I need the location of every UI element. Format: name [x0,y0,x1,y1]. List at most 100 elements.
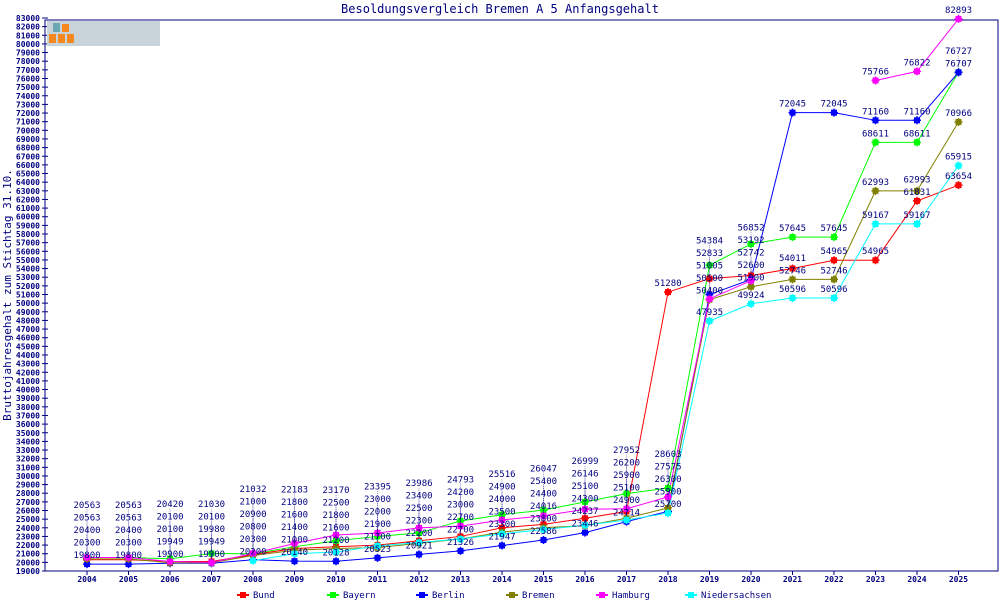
data-label: 21947 [488,533,515,543]
y-tick-label: 74000 [16,92,40,101]
y-tick-label: 29000 [16,481,40,490]
y-tick-label: 75000 [16,83,40,92]
y-tick-label: 45000 [16,342,40,351]
data-label: 54965 [862,247,889,257]
x-tick-label: 2019 [700,575,719,584]
data-label: 22700 [447,513,474,523]
data-point-cross [83,553,91,562]
x-tick-label: 2010 [326,575,345,584]
data-label: 24000 [488,495,515,505]
legend-label: Bund [253,591,275,600]
y-tick-label: 64000 [16,178,40,187]
data-label: 20300 [115,539,142,549]
data-point-cross [332,547,340,556]
legend-label: Berlin [432,591,465,600]
data-label: 22300 [405,516,432,526]
data-label: 26200 [613,459,640,469]
data-point-cross [913,116,921,125]
y-tick-label: 54000 [16,265,40,274]
legend-label: Niedersachsen [701,591,771,600]
data-label: 68611 [903,129,930,139]
y-tick-label: 70000 [16,126,40,135]
data-point-cross [705,294,714,303]
data-point-cross [913,186,921,195]
data-label: 70966 [945,109,972,119]
x-tick-label: 2013 [451,575,470,584]
legend-label: Bremen [522,591,555,600]
data-point-cross [539,536,548,545]
data-point-cross [871,219,880,228]
data-label: 53192 [737,236,764,246]
x-tick-label: 2024 [907,575,926,584]
data-point-cross [954,161,963,170]
y-tick-label: 57000 [16,239,40,248]
data-label: 22200 [405,529,432,539]
data-label: 21800 [281,498,308,508]
data-label: 19900 [198,550,225,560]
data-label: 72045 [779,100,806,110]
data-point-cross [332,557,340,566]
data-label: 25100 [613,484,640,494]
data-label: 22700 [447,525,474,535]
data-label: 22183 [281,486,308,496]
y-tick-label: 53000 [16,273,40,282]
data-point-cross [830,256,838,265]
data-label: 20800 [239,523,266,533]
data-label: 22500 [405,504,432,514]
x-tick-label: 2022 [824,575,843,584]
data-label: 20100 [156,513,183,523]
data-point-cross [456,546,465,555]
plot-frame [44,19,999,572]
data-point-cross [290,549,299,558]
data-label: 24900 [613,496,640,506]
y-tick-label: 76000 [16,74,40,83]
data-label: 68611 [862,129,889,139]
data-label: 21800 [322,511,349,521]
data-point-cross [788,293,797,302]
data-label: 51280 [654,279,681,289]
y-tick-label: 77000 [16,66,40,75]
data-label: 25100 [571,482,598,492]
data-point-cross [830,293,838,302]
series-line-bayern [87,71,959,560]
data-label: 19949 [198,538,225,548]
data-label: 20563 [115,501,142,511]
y-tick-label: 19000 [16,567,40,576]
y-tick-label: 46000 [16,334,40,343]
data-label: 20100 [198,513,225,523]
y-tick-label: 21000 [16,550,40,559]
series-line-berlin [87,72,959,565]
y-tick-label: 20000 [16,558,40,567]
data-label: 20200 [239,548,266,558]
data-point-cross [539,525,548,534]
y-tick-label: 36000 [16,420,40,429]
data-label: 23400 [405,491,432,501]
data-label: 65915 [945,153,972,163]
data-label: 56852 [737,224,764,234]
data-point-cross [498,541,506,550]
y-tick-label: 81000 [16,31,40,40]
data-label: 26047 [530,465,557,475]
y-tick-label: 44000 [16,351,40,360]
data-point-cross [664,509,672,518]
y-tick-label: 58000 [16,230,40,239]
data-label: 23000 [447,500,474,510]
data-label: 22586 [530,527,557,537]
y-tick-label: 35000 [16,429,40,438]
data-label: 21700 [364,532,391,542]
data-label: 25400 [530,477,557,487]
data-label: 21200 [322,536,349,546]
y-tick-label: 28000 [16,489,40,498]
data-label: 52742 [737,249,764,259]
y-tick-label: 49000 [16,308,40,317]
data-label: 20420 [156,500,183,510]
data-point-cross [373,541,382,550]
y-tick-label: 26000 [16,507,40,516]
data-label: 19980 [198,525,225,535]
x-tick-label: 2020 [741,575,760,584]
y-tick-label: 83000 [16,14,40,23]
y-tick-label: 65000 [16,170,40,179]
y-tick-label: 61000 [16,204,40,213]
x-tick-label: 2006 [160,575,179,584]
